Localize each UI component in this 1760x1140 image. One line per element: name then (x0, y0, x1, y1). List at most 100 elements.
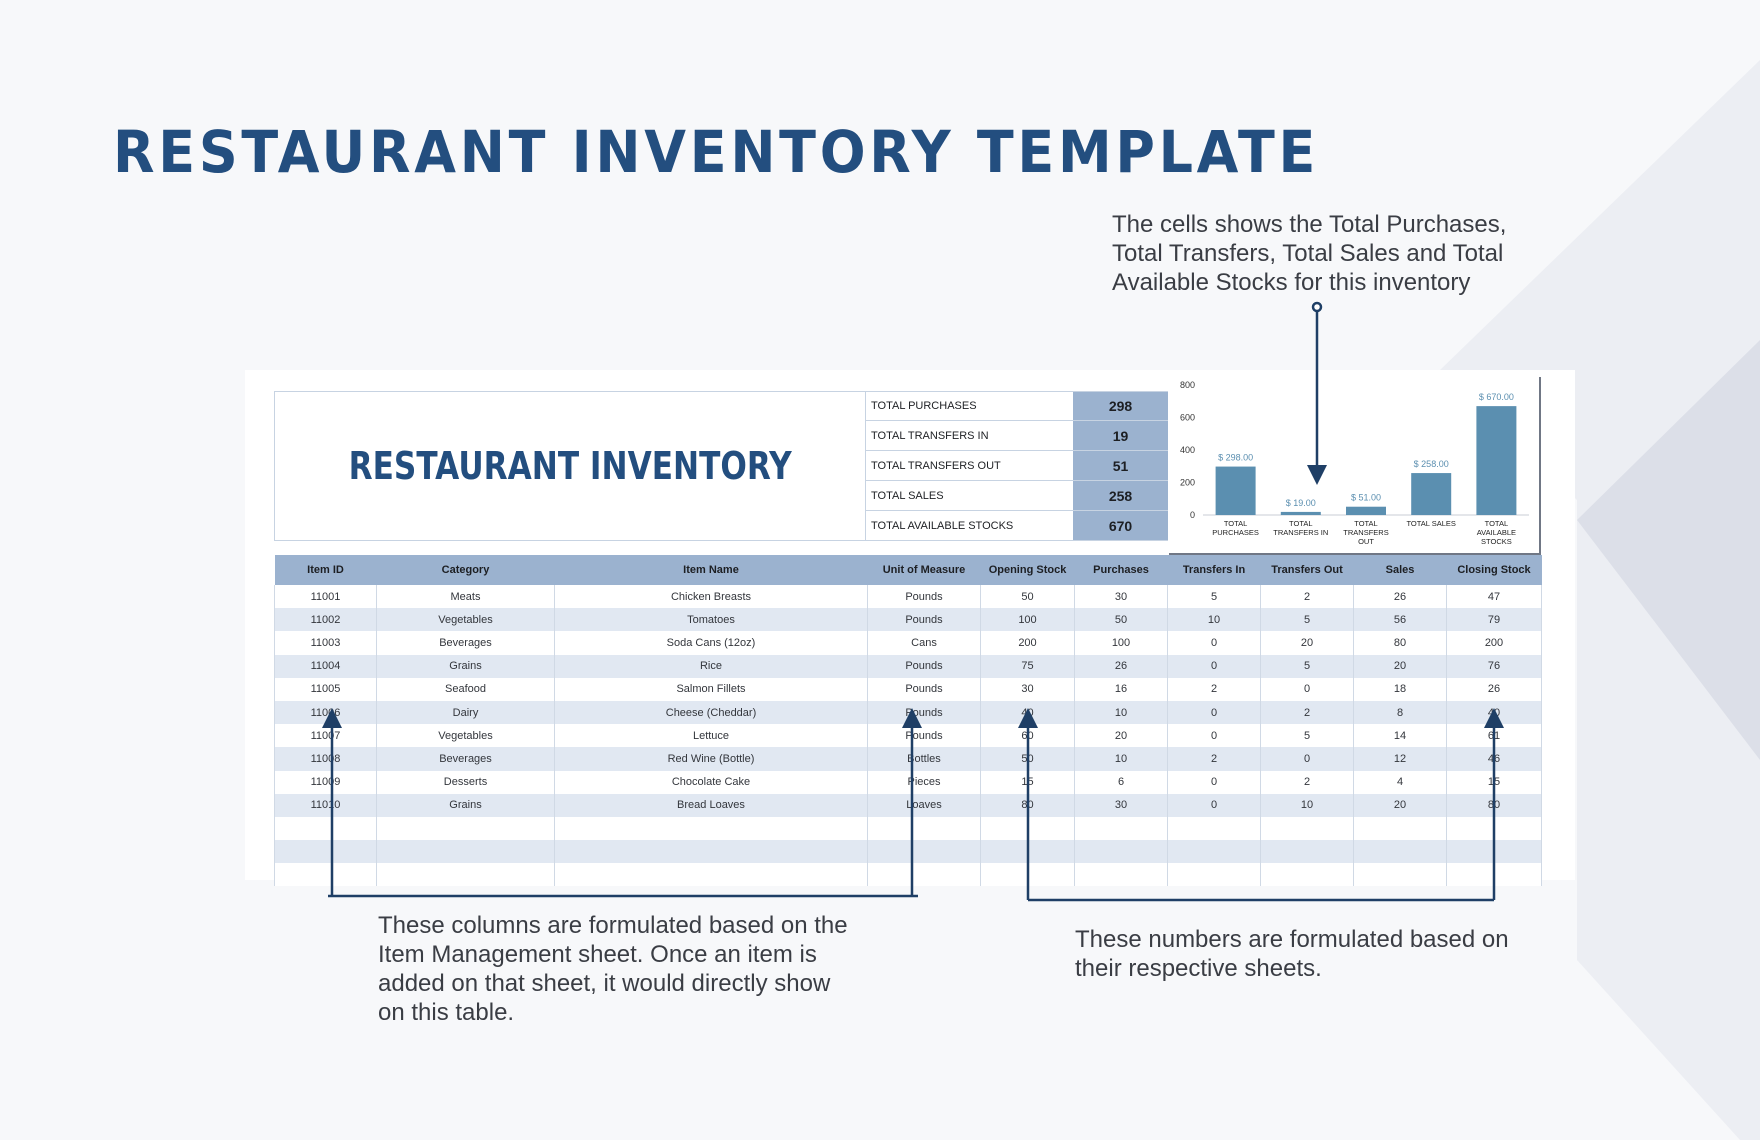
table-cell[interactable]: 80 (980, 793, 1075, 817)
table-cell[interactable]: 26 (1353, 585, 1447, 609)
table-cell[interactable] (274, 840, 377, 864)
table-cell[interactable]: 60 (980, 724, 1075, 748)
table-cell[interactable]: 10 (1167, 608, 1261, 632)
table-cell[interactable]: 8 (1353, 700, 1447, 725)
table-cell[interactable] (1260, 863, 1354, 887)
table-cell[interactable]: 30 (980, 677, 1075, 701)
table-cell[interactable]: 40 (1446, 700, 1542, 725)
table-cell[interactable]: 0 (1260, 677, 1354, 701)
table-cell[interactable]: 20 (1074, 724, 1168, 748)
table-cell[interactable]: Salmon Fillets (554, 677, 868, 701)
column-header[interactable]: Transfers Out (1260, 555, 1354, 585)
table-cell[interactable]: 20 (1353, 654, 1447, 678)
table-cell[interactable] (376, 840, 555, 864)
table-cell[interactable]: 2 (1167, 677, 1261, 701)
summary-bar-chart[interactable]: 800 600 400 200 0 $ 298.00 TOTAL PURCHASES $ 19.… (1169, 377, 1541, 555)
table-cell[interactable]: 18 (1353, 677, 1447, 701)
table-cell[interactable] (1074, 840, 1168, 864)
table-cell[interactable]: 56 (1353, 608, 1447, 632)
table-cell[interactable]: 11006 (274, 700, 377, 725)
table-cell[interactable]: Vegetables (376, 724, 555, 748)
table-cell[interactable]: Pounds (867, 700, 981, 725)
table-cell[interactable]: 100 (980, 608, 1075, 632)
summary-value[interactable]: 258 (1073, 481, 1168, 510)
table-cell[interactable]: 30 (1074, 585, 1168, 609)
table-cell[interactable]: 0 (1167, 654, 1261, 678)
table-cell[interactable] (1446, 863, 1542, 887)
table-cell[interactable]: 12 (1353, 747, 1447, 771)
table-cell[interactable]: 80 (1353, 631, 1447, 655)
table-cell[interactable]: 11003 (274, 631, 377, 655)
table-cell[interactable]: Pounds (867, 677, 981, 701)
table-cell[interactable] (867, 840, 981, 864)
table-cell[interactable]: 16 (1074, 677, 1168, 701)
table-cell[interactable] (980, 816, 1075, 841)
column-header[interactable]: Category (376, 555, 555, 585)
table-cell[interactable] (867, 863, 981, 887)
table-cell[interactable]: 0 (1167, 724, 1261, 748)
table-cell[interactable]: 2 (1260, 585, 1354, 609)
table-cell[interactable]: 75 (980, 654, 1075, 678)
table-cell[interactable]: Rice (554, 654, 868, 678)
table-cell[interactable]: 20 (1353, 793, 1447, 817)
table-cell[interactable] (554, 863, 868, 887)
table-cell[interactable] (274, 816, 377, 841)
table-cell[interactable]: 26 (1446, 677, 1542, 701)
table-cell[interactable]: Pieces (867, 770, 981, 794)
table-cell[interactable]: 100 (1074, 631, 1168, 655)
table-cell[interactable] (1167, 816, 1261, 841)
table-cell[interactable]: 79 (1446, 608, 1542, 632)
table-cell[interactable]: 2 (1260, 770, 1354, 794)
table-cell[interactable]: Loaves (867, 793, 981, 817)
table-cell[interactable]: Chocolate Cake (554, 770, 868, 794)
table-cell[interactable]: 0 (1167, 770, 1261, 794)
table-cell[interactable]: 15 (1446, 770, 1542, 794)
summary-label[interactable]: TOTAL AVAILABLE STOCKS (865, 511, 1073, 540)
table-cell[interactable]: 5 (1260, 724, 1354, 748)
table-cell[interactable]: 15 (980, 770, 1075, 794)
table-cell[interactable]: 10 (1260, 793, 1354, 817)
summary-value[interactable]: 51 (1073, 451, 1168, 480)
table-cell[interactable]: 0 (1260, 747, 1354, 771)
table-cell[interactable]: Grains (376, 793, 555, 817)
table-cell[interactable] (1353, 863, 1447, 887)
table-cell[interactable] (1353, 816, 1447, 841)
table-cell[interactable]: Meats (376, 585, 555, 609)
table-cell[interactable]: 40 (980, 700, 1075, 725)
table-cell[interactable]: Pounds (867, 654, 981, 678)
column-header[interactable]: Purchases (1074, 555, 1168, 585)
table-cell[interactable]: 11002 (274, 608, 377, 632)
summary-value[interactable]: 298 (1073, 392, 1168, 420)
table-cell[interactable] (1446, 816, 1542, 841)
column-header[interactable]: Sales (1353, 555, 1447, 585)
table-cell[interactable]: 30 (1074, 793, 1168, 817)
summary-label[interactable]: TOTAL PURCHASES (865, 392, 1073, 420)
table-cell[interactable]: 47 (1446, 585, 1542, 609)
table-cell[interactable]: 2 (1260, 700, 1354, 725)
table-cell[interactable] (274, 863, 377, 887)
table-cell[interactable]: 11007 (274, 724, 377, 748)
column-header[interactable]: Opening Stock (980, 555, 1075, 585)
table-cell[interactable] (1167, 840, 1261, 864)
table-cell[interactable]: Red Wine (Bottle) (554, 747, 868, 771)
summary-label[interactable]: TOTAL TRANSFERS IN (865, 421, 1073, 450)
table-cell[interactable] (1074, 816, 1168, 841)
table-cell[interactable]: 50 (1074, 608, 1168, 632)
table-cell[interactable]: 61 (1446, 724, 1542, 748)
table-cell[interactable]: Vegetables (376, 608, 555, 632)
summary-value[interactable]: 670 (1073, 511, 1168, 540)
table-cell[interactable]: 50 (980, 585, 1075, 609)
table-cell[interactable]: Pounds (867, 608, 981, 632)
table-cell[interactable] (1167, 863, 1261, 887)
table-cell[interactable]: 0 (1167, 631, 1261, 655)
table-cell[interactable]: 0 (1167, 700, 1261, 725)
table-cell[interactable]: Desserts (376, 770, 555, 794)
table-cell[interactable] (376, 816, 555, 841)
table-cell[interactable] (1260, 840, 1354, 864)
table-cell[interactable]: Bread Loaves (554, 793, 868, 817)
column-header[interactable]: Closing Stock (1446, 555, 1542, 585)
table-cell[interactable]: 0 (1167, 793, 1261, 817)
table-cell[interactable]: 6 (1074, 770, 1168, 794)
table-cell[interactable]: Beverages (376, 747, 555, 771)
table-cell[interactable] (1260, 816, 1354, 841)
